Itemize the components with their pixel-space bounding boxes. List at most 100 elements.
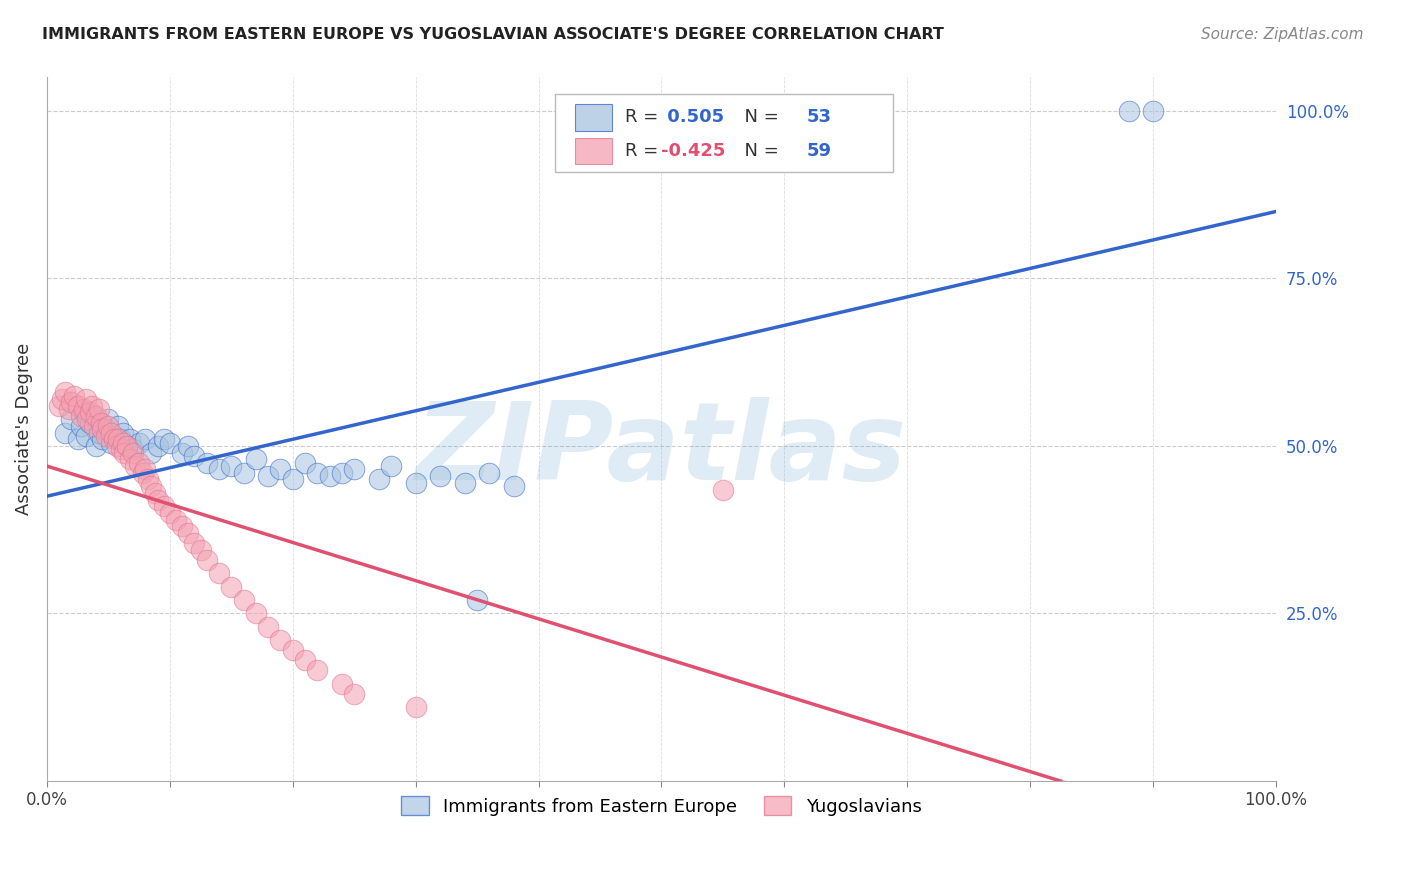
Point — [454, 475, 477, 490]
Point — [294, 653, 316, 667]
Text: R =: R = — [624, 142, 664, 160]
Point — [143, 486, 166, 500]
Point — [183, 536, 205, 550]
Point — [48, 399, 70, 413]
Point — [70, 409, 93, 423]
Point — [97, 418, 120, 433]
Point — [465, 593, 488, 607]
Point — [120, 432, 142, 446]
Point — [281, 643, 304, 657]
Point — [190, 542, 212, 557]
Point — [257, 469, 280, 483]
Point — [232, 466, 254, 480]
Point — [97, 412, 120, 426]
FancyBboxPatch shape — [575, 103, 613, 130]
Point — [100, 435, 122, 450]
Point — [94, 429, 117, 443]
Point — [94, 422, 117, 436]
Point — [115, 439, 138, 453]
Point — [177, 439, 200, 453]
Text: IMMIGRANTS FROM EASTERN EUROPE VS YUGOSLAVIAN ASSOCIATE'S DEGREE CORRELATION CHA: IMMIGRANTS FROM EASTERN EUROPE VS YUGOSL… — [42, 27, 943, 42]
Legend: Immigrants from Eastern Europe, Yugoslavians: Immigrants from Eastern Europe, Yugoslav… — [392, 788, 931, 825]
Point — [58, 402, 80, 417]
Point — [281, 473, 304, 487]
Point — [195, 456, 218, 470]
Point — [84, 439, 107, 453]
Point — [100, 425, 122, 440]
Point — [132, 466, 155, 480]
Point — [112, 435, 135, 450]
FancyBboxPatch shape — [575, 137, 613, 164]
Point — [330, 466, 353, 480]
Point — [90, 416, 112, 430]
Point — [128, 435, 150, 450]
Point — [1118, 103, 1140, 118]
Point — [307, 466, 329, 480]
Point — [136, 473, 159, 487]
Point — [66, 432, 89, 446]
Point — [128, 456, 150, 470]
Point — [152, 500, 174, 514]
Point — [79, 416, 101, 430]
Point — [60, 395, 83, 409]
Point — [711, 483, 734, 497]
Point — [159, 506, 181, 520]
Point — [53, 425, 76, 440]
Point — [367, 473, 389, 487]
Point — [307, 664, 329, 678]
Point — [177, 526, 200, 541]
Point — [152, 432, 174, 446]
Point — [195, 553, 218, 567]
Point — [110, 442, 132, 457]
Point — [183, 449, 205, 463]
Point — [75, 429, 97, 443]
Point — [165, 513, 187, 527]
Point — [87, 425, 110, 440]
Text: R =: R = — [624, 108, 664, 127]
Point — [83, 409, 105, 423]
Point — [79, 405, 101, 419]
Point — [73, 405, 96, 419]
Point — [141, 445, 163, 459]
Point — [405, 700, 427, 714]
Point — [269, 633, 291, 648]
Point — [83, 418, 105, 433]
Point — [82, 399, 104, 413]
Point — [53, 385, 76, 400]
Point — [245, 607, 267, 621]
Point — [208, 566, 231, 581]
Point — [122, 445, 145, 459]
Point — [107, 418, 129, 433]
Point — [115, 439, 138, 453]
Point — [91, 432, 114, 446]
Point — [87, 402, 110, 417]
Point — [70, 418, 93, 433]
Point — [429, 469, 451, 483]
Text: N =: N = — [733, 142, 785, 160]
Text: ZIPatlas: ZIPatlas — [416, 397, 907, 503]
Point — [75, 392, 97, 406]
Point — [134, 462, 156, 476]
Point — [120, 452, 142, 467]
Point — [103, 429, 125, 443]
Point — [232, 593, 254, 607]
Point — [63, 389, 86, 403]
Point — [112, 425, 135, 440]
Point — [245, 452, 267, 467]
Point — [60, 412, 83, 426]
Point — [51, 392, 73, 406]
Point — [112, 445, 135, 459]
Point — [219, 459, 242, 474]
Text: 59: 59 — [807, 142, 831, 160]
Point — [343, 462, 366, 476]
Text: 0.505: 0.505 — [661, 108, 724, 127]
Point — [330, 677, 353, 691]
Text: 53: 53 — [807, 108, 831, 127]
Point — [122, 442, 145, 457]
Point — [1142, 103, 1164, 118]
Y-axis label: Associate's Degree: Associate's Degree — [15, 343, 32, 516]
Point — [84, 409, 107, 423]
Point — [73, 402, 96, 417]
Point — [219, 580, 242, 594]
Point — [380, 459, 402, 474]
